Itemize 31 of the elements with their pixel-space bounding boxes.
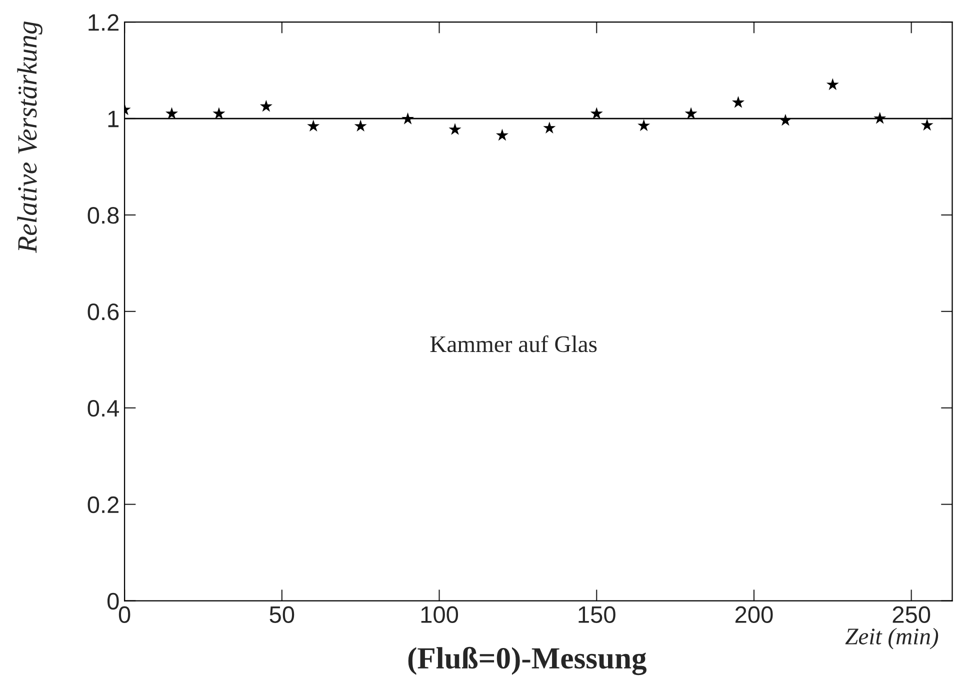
x-tick-label: 100: [421, 606, 458, 624]
x-tick-label: 50: [270, 606, 294, 624]
x-tick-label: 200: [735, 606, 773, 624]
point: [732, 96, 745, 108]
y-tick-label: 0.2: [88, 496, 118, 514]
x-tick-label: 150: [578, 606, 616, 624]
point: [496, 128, 508, 141]
y-tick-label: 0: [107, 592, 119, 610]
point: [590, 107, 603, 120]
y-axis-title: Relative Verstärkung: [17, 21, 42, 254]
point: [260, 100, 272, 112]
point: [165, 107, 178, 120]
point: [354, 120, 367, 132]
point: [212, 107, 226, 120]
point: [448, 123, 462, 135]
y-tick-label: 1: [108, 110, 119, 128]
point: [543, 122, 556, 134]
y-tick-label: 1.2: [88, 14, 118, 31]
x-tick-label: 0: [118, 606, 130, 624]
text: (Fluß=0)-Messung: [408, 646, 647, 676]
y-tick-label: 0.6: [88, 303, 119, 320]
point: [307, 120, 320, 132]
point: [920, 118, 934, 131]
y-tick-label: 0.8: [88, 207, 119, 224]
point: [826, 78, 839, 90]
point: [638, 119, 650, 132]
annotation: Kammer auf Glas: [430, 335, 597, 352]
x-tick-label: 250: [892, 606, 930, 624]
x-axis-title: Zeit (min): [845, 628, 938, 650]
y-tick-label: 0.4: [88, 400, 119, 417]
point: [684, 107, 698, 120]
